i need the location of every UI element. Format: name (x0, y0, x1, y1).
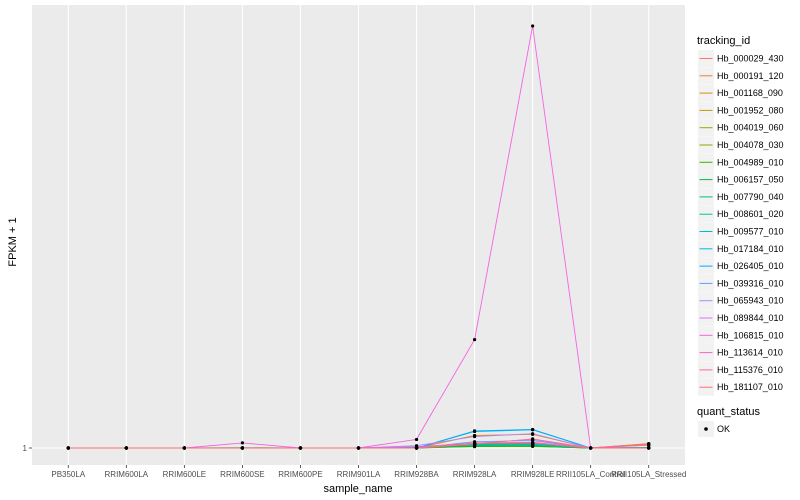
data-point (414, 437, 419, 442)
y-tick-label: 1 (23, 444, 28, 453)
x-tick-label: RRIM928BA (394, 470, 439, 479)
legend-label: Hb_007790_040 (717, 192, 784, 202)
grid (32, 5, 685, 465)
data-point (647, 443, 651, 447)
y-axis: 1 (23, 444, 32, 453)
x-axis: PB350LA RRIM600LA RRIM600LE RRIM600SE RRIM60… (51, 465, 686, 479)
x-tick-label: RRIM600PE (278, 470, 322, 479)
data-point (240, 446, 245, 450)
x-tick-label: RRII105LA_Stressed (611, 470, 686, 479)
legend2-label: OK (717, 424, 730, 434)
x-tick-label: RRII105LA_Control (556, 470, 626, 479)
data-point (472, 441, 477, 445)
legend-label: Hb_181107_010 (717, 382, 783, 392)
legend2-title: quant_status (697, 406, 760, 418)
x-tick-label: RRIM600LE (163, 470, 207, 479)
legend-label: Hb_004078_030 (717, 140, 784, 150)
legend: tracking_id Hb_000029_430Hb_000191_120Hb… (697, 35, 784, 437)
data-point (66, 446, 70, 450)
legend-items: Hb_000029_430 Hb_000191_120 Hb_001168_090 H… (698, 50, 784, 396)
data-point (531, 441, 535, 445)
legend-label: Hb_004019_060 (717, 123, 784, 133)
legend2-ok-point-icon (704, 427, 708, 431)
x-tick-label: RRIM901LA (337, 470, 381, 479)
data-point (356, 446, 361, 450)
x-tick-label: RRIM600LA (105, 470, 149, 479)
legend-title: tracking_id (697, 35, 750, 47)
x-tick-label: RRIM928LE (511, 470, 555, 479)
legend-label: Hb_089844_010 (717, 313, 784, 323)
data-point (531, 432, 535, 436)
series-points (66, 24, 651, 450)
data-point (531, 437, 535, 441)
data-point (472, 429, 477, 433)
data-point (647, 446, 651, 450)
legend-label: Hb_009577_010 (717, 227, 784, 237)
legend-label: Hb_106815_010 (717, 330, 784, 340)
x-tick-label: PB350LA (51, 470, 85, 479)
y-axis-title: FPKM + 1 (7, 217, 19, 266)
legend-label: Hb_004989_010 (717, 157, 784, 167)
x-axis-title: sample_name (323, 483, 392, 495)
legend-label: Hb_000191_120 (717, 71, 784, 81)
legend-label: Hb_065943_010 (717, 296, 784, 306)
data-point (531, 24, 535, 28)
data-point (472, 338, 477, 342)
legend-label: Hb_113614_010 (717, 348, 783, 358)
legend-label: Hb_017184_010 (717, 244, 784, 254)
data-point (531, 427, 535, 432)
data-point (240, 441, 245, 445)
data-point (472, 434, 477, 439)
legend-label: Hb_001168_090 (717, 88, 783, 98)
legend-label: Hb_008601_020 (717, 209, 784, 219)
legend-label: Hb_039316_010 (717, 278, 784, 288)
legend-label: Hb_001952_080 (717, 105, 784, 115)
data-point (182, 446, 186, 450)
legend-label: Hb_026405_010 (717, 261, 784, 271)
data-point (298, 446, 303, 450)
legend-label: Hb_006157_050 (717, 175, 784, 185)
x-tick-label: RRIM600SE (220, 470, 264, 479)
data-point (414, 446, 419, 450)
data-point (124, 446, 128, 450)
legend-label: Hb_115376_010 (717, 365, 783, 375)
legend-label: Hb_000029_430 (717, 54, 784, 64)
data-point (589, 446, 593, 450)
x-tick-label: RRIM928LA (453, 470, 497, 479)
